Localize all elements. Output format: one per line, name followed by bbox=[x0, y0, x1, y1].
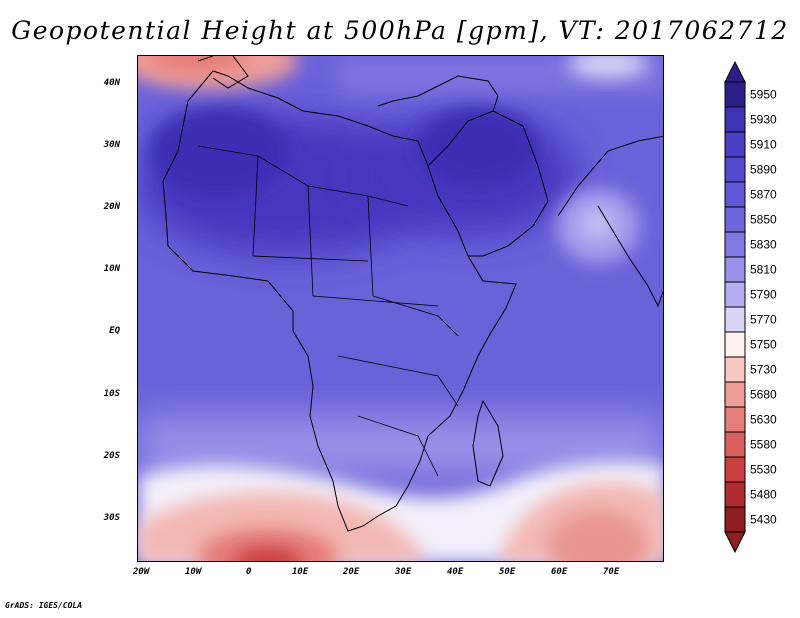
trough-south-atlantic-core bbox=[233, 547, 303, 561]
colorbar: 5950 5930 5910 5890 5870 5850 5830 5810 5790 5770… bbox=[719, 60, 799, 560]
north-east-high bbox=[568, 56, 648, 78]
coastline-iran bbox=[557, 135, 663, 217]
trough-south-atlantic-mid bbox=[198, 528, 338, 561]
colorbar-label: 5850 bbox=[750, 213, 777, 227]
lon-label-70e: 70E bbox=[603, 567, 620, 577]
colorbar-label: 5830 bbox=[750, 238, 777, 252]
coastline-india bbox=[597, 205, 663, 308]
colorbar-swatch bbox=[724, 306, 746, 333]
lat-label-eq: EQ bbox=[109, 326, 120, 336]
colorbar-swatch bbox=[724, 481, 746, 508]
lon-label-20e: 20E bbox=[343, 567, 360, 577]
trough-iberia-core bbox=[148, 56, 248, 72]
country-borders bbox=[197, 145, 459, 477]
lat-label-20s: 20S bbox=[103, 451, 120, 461]
colorbar-top-arrow bbox=[724, 60, 746, 83]
lon-label-10e: 10E bbox=[292, 567, 309, 577]
colorbar-label: 5680 bbox=[750, 388, 777, 402]
colorbar-swatch bbox=[724, 331, 746, 358]
coastline-arabia bbox=[427, 110, 549, 257]
colorbar-swatch bbox=[724, 281, 746, 308]
colorbar-swatch bbox=[724, 131, 746, 158]
colorbar-label: 5580 bbox=[750, 438, 777, 452]
colorbar-svg: 5950 5930 5910 5890 5870 5850 5830 5810 5790 5770… bbox=[724, 60, 777, 554]
colorbar-label: 5870 bbox=[750, 188, 777, 202]
lon-label-30e: 30E bbox=[395, 567, 412, 577]
colorbar-label: 5930 bbox=[750, 113, 777, 127]
coastline-iberia bbox=[197, 56, 249, 89]
colorbar-label: 5890 bbox=[750, 163, 777, 177]
lat-label-10s: 10S bbox=[103, 389, 120, 399]
colorbar-label: 5770 bbox=[750, 313, 777, 327]
lat-label-40n: 40N bbox=[103, 78, 120, 88]
coastline-africa bbox=[162, 70, 517, 532]
height-field bbox=[138, 56, 663, 561]
colorbar-swatch bbox=[724, 431, 746, 458]
colorbar-swatch bbox=[724, 456, 746, 483]
colorbar-swatch bbox=[724, 406, 746, 433]
ridge-core-west bbox=[148, 106, 288, 196]
lat-label-20n: 20N bbox=[103, 202, 120, 212]
colorbar-swatch bbox=[724, 256, 746, 283]
lon-label-40e: 40E bbox=[447, 567, 464, 577]
lon-label-60e: 60E bbox=[551, 567, 568, 577]
colorbar-label: 5910 bbox=[750, 138, 777, 152]
colorbar-swatch bbox=[724, 381, 746, 408]
ridge-core-east bbox=[418, 106, 538, 186]
colorbar-label: 5730 bbox=[750, 363, 777, 377]
colorbar-swatch bbox=[724, 156, 746, 183]
colorbar-label: 5530 bbox=[750, 463, 777, 477]
coastline-madagascar bbox=[472, 399, 504, 487]
colorbar-swatch bbox=[724, 356, 746, 383]
colorbar-label: 5790 bbox=[750, 288, 777, 302]
lon-label-50e: 50E bbox=[499, 567, 516, 577]
colorbar-swatch bbox=[724, 231, 746, 258]
colorbar-label: 5430 bbox=[750, 513, 777, 527]
map-panel[interactable] bbox=[137, 55, 664, 562]
plot-title: Geopotential Height at 500hPa [gpm], VT:… bbox=[11, 16, 789, 45]
colorbar-label: 5750 bbox=[750, 338, 777, 352]
colorbar-swatch bbox=[724, 206, 746, 233]
colorbar-swatch bbox=[724, 506, 746, 533]
lat-label-30s: 30S bbox=[103, 513, 120, 523]
colorbar-swatch bbox=[724, 106, 746, 133]
lon-label-10w: 10W bbox=[185, 567, 202, 577]
colorbar-swatch bbox=[724, 181, 746, 208]
colorbar-label: 5480 bbox=[750, 488, 777, 502]
colorbar-label: 5630 bbox=[750, 413, 777, 427]
colorbar-label: 5950 bbox=[750, 88, 777, 102]
colorbar-swatch bbox=[724, 81, 746, 108]
lat-label-30n: 30N bbox=[103, 140, 120, 150]
cutoff-core bbox=[580, 210, 616, 238]
lat-label-10n: 10N bbox=[103, 264, 120, 274]
lon-label-0: 0 bbox=[246, 567, 252, 577]
coastline-mediterranean bbox=[377, 75, 499, 112]
trough-south-indian-core bbox=[548, 511, 648, 561]
lon-label-20w: 20W bbox=[133, 567, 150, 577]
colorbar-label: 5810 bbox=[750, 263, 777, 277]
colorbar-bottom-arrow bbox=[724, 531, 746, 554]
grads-credit: GrADS: IGES/COLA bbox=[5, 601, 83, 610]
